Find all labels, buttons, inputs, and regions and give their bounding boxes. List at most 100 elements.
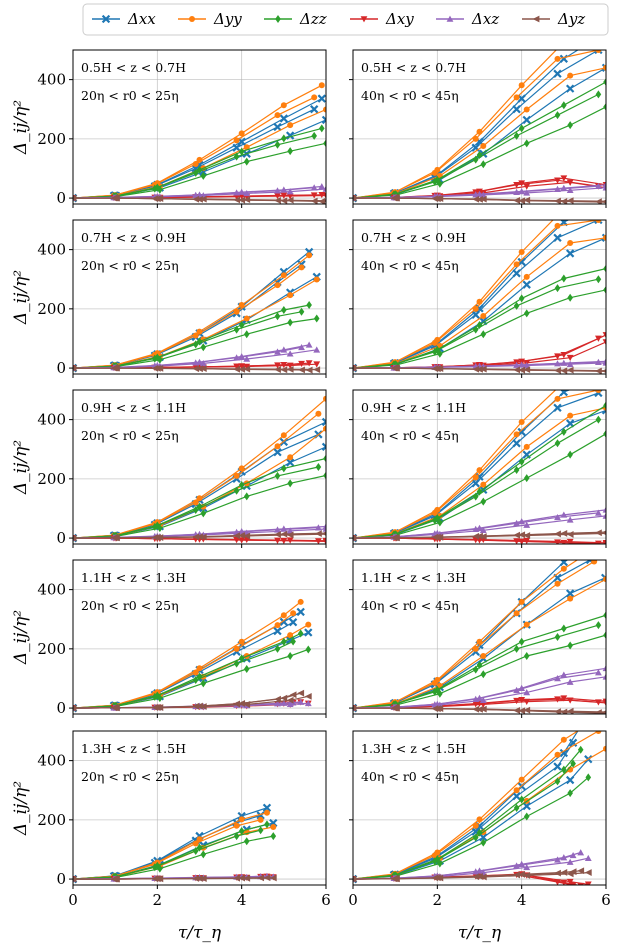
data-point-xy (523, 183, 531, 190)
data-point-yz (566, 197, 574, 204)
data-point-zz (238, 654, 245, 663)
x-tick-label: 6 (601, 891, 611, 909)
data-point-xy (602, 700, 606, 707)
series-group (353, 220, 606, 374)
data-point-xx (273, 448, 282, 457)
panel-r4-c1: 0 2 4 6 1.3H < z < 1.5H 40η < r0 < 45η (348, 723, 611, 909)
data-point-yy (518, 82, 525, 89)
data-point-yz (353, 704, 357, 712)
data-point-zz (238, 147, 245, 156)
data-point-xy (566, 697, 574, 704)
data-point-xy (566, 878, 574, 885)
data-point-yz (289, 691, 297, 699)
axes-frame (72, 559, 327, 715)
data-point-zz (287, 318, 293, 327)
data-point-yy (287, 292, 294, 299)
data-point-zz (480, 330, 487, 339)
data-point-xx (559, 748, 569, 758)
series-group (353, 390, 606, 544)
legend-item-xz: Δxz (436, 10, 499, 28)
data-point-zz (554, 777, 561, 786)
panel-r1-c0: 0 200 400 0.7H < z < 0.9H 20η < r0 < 25η Δ_ij… (11, 219, 327, 378)
data-point-zz (257, 826, 264, 835)
y-tick-label: 400 (37, 71, 66, 89)
data-point-yz (156, 364, 164, 372)
data-point-xy (286, 193, 294, 200)
data-point-yy (274, 112, 281, 119)
data-point-zz (476, 487, 483, 496)
data-point-xz (577, 849, 585, 856)
panel-label-r: 20η < r0 < 25η (81, 88, 179, 103)
data-point-xx (304, 628, 313, 637)
data-point-zz (323, 454, 326, 463)
data-point-yz (436, 874, 444, 882)
data-point-zz (281, 637, 287, 646)
data-point-yz (560, 530, 568, 537)
data-point-zz (157, 185, 163, 194)
data-point-xy (313, 361, 321, 368)
data-point-xx (565, 249, 575, 258)
legend-item-yz: Δyz (522, 10, 585, 28)
series-line-yy (73, 612, 294, 709)
data-point-xx (565, 589, 575, 598)
data-point-zz (561, 274, 567, 283)
data-point-xx (279, 114, 289, 123)
data-point-yy (280, 102, 287, 109)
data-point-xx (594, 50, 603, 55)
legend-label-xz: Δxz (471, 10, 499, 28)
panel-label-r: 20η < r0 < 25η (81, 258, 179, 273)
data-point-xy (322, 537, 326, 544)
data-point-yz (73, 194, 77, 202)
data-point-zz (513, 804, 520, 812)
data-point-zz (480, 838, 487, 847)
data-point-xz (523, 689, 531, 696)
data-point-xz (602, 506, 606, 513)
data-point-yy (233, 137, 240, 144)
data-point-zz (196, 843, 203, 852)
data-point-yy (554, 222, 561, 229)
data-point-xx (601, 63, 606, 72)
data-point-zz (603, 611, 606, 620)
data-point-yz (243, 365, 251, 373)
data-point-zz (323, 139, 326, 148)
data-point-yy (270, 823, 277, 830)
data-point-xx (577, 723, 584, 730)
data-point-yy (243, 315, 250, 322)
legend-item-zz: Δzz (264, 10, 327, 28)
data-point-xz (479, 696, 487, 704)
data-point-xx (565, 84, 575, 93)
data-point-yz (479, 533, 487, 540)
data-point-xy (322, 192, 326, 199)
data-point-xz (199, 359, 207, 367)
data-point-zz (233, 152, 240, 161)
data-point-zz (238, 481, 245, 490)
data-point-yz (560, 869, 568, 876)
data-point-yz (243, 874, 251, 882)
data-point-yz (113, 364, 120, 372)
data-point-xx (479, 833, 488, 842)
legend-label-yy: Δyy (213, 10, 242, 28)
data-point-zz (192, 505, 199, 514)
data-point-zz (281, 306, 287, 315)
data-point-yz (523, 532, 531, 539)
data-point-yz (436, 705, 444, 712)
axes-frame (72, 49, 327, 205)
data-point-yy (513, 787, 520, 794)
data-point-zz (554, 111, 561, 120)
data-point-zz (603, 77, 606, 86)
data-point-zz (437, 859, 443, 868)
data-point-yz (436, 533, 444, 541)
panel-label-z: 0.9H < z < 1.1H (361, 400, 466, 415)
data-point-yz (199, 703, 207, 710)
data-point-yz (238, 532, 246, 539)
data-point-yy (603, 745, 606, 752)
data-point-zz (287, 479, 293, 488)
data-point-yy (306, 252, 313, 259)
legend-label-zz: Δzz (299, 10, 327, 28)
data-point-yy (513, 431, 520, 438)
data-point-xx (273, 122, 282, 132)
data-point-zz (567, 789, 573, 798)
data-point-yy (480, 481, 487, 488)
legend-marker-yz (532, 15, 540, 23)
panel-r2-c0: 0 200 400 0.9H < z < 1.1H 20η < r0 < 25η Δ_ij… (11, 389, 327, 548)
